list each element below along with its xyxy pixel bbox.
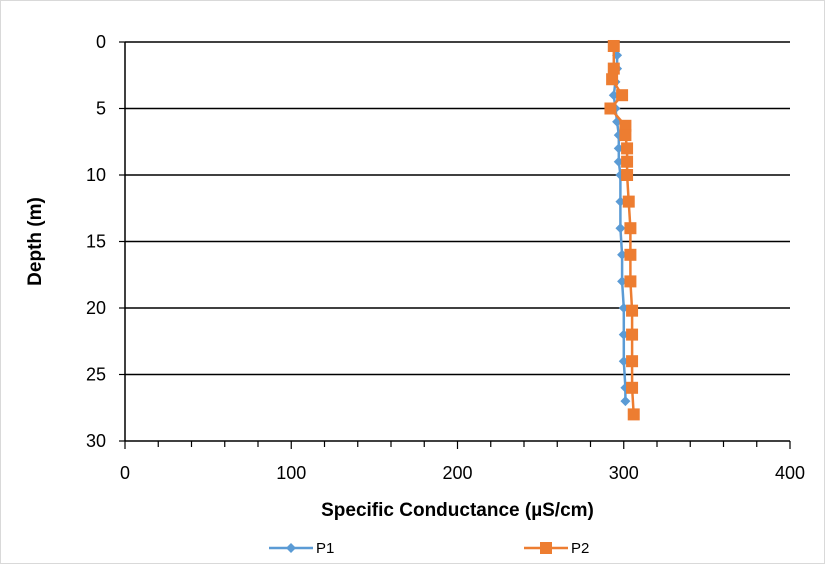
- y-tick-label-0: 0: [96, 32, 106, 52]
- x-axis-title: Specific Conductance (µS/cm): [321, 500, 594, 521]
- y-tick-label-6: 30: [86, 431, 106, 451]
- gridlines: [125, 41, 790, 442]
- data-point-p2-15: [626, 328, 639, 341]
- legend-label-p2: P2: [571, 540, 589, 557]
- y-axis-title: Depth (m): [25, 197, 46, 286]
- x-tick-label-1: 100: [276, 463, 306, 483]
- x-tick-label-0: 0: [120, 463, 130, 483]
- data-point-p2-8: [621, 155, 634, 168]
- legend-item-p1: P1: [269, 540, 334, 557]
- axes: [119, 41, 791, 449]
- legend: P1 P2: [269, 540, 589, 557]
- y-tick-label-4: 20: [86, 298, 106, 318]
- y-tick-label-5: 25: [86, 365, 106, 385]
- data-point-p2-3: [616, 89, 629, 102]
- legend-marker-p1: [286, 543, 296, 553]
- x-tick-label-2: 200: [442, 463, 472, 483]
- data-point-p2-2: [606, 73, 619, 86]
- data-point-p2-4: [604, 102, 617, 115]
- data-point-p2-12: [624, 248, 637, 261]
- data-point-p1-11: [615, 223, 626, 234]
- series-layer: [604, 39, 640, 421]
- data-point-p2-9: [621, 169, 634, 181]
- data-point-p2-6: [619, 129, 632, 142]
- data-point-p2-7: [621, 142, 634, 155]
- y-tick-label-1: 5: [96, 99, 106, 119]
- y-tick-label-2: 10: [86, 165, 106, 185]
- data-point-p2-18: [627, 408, 640, 421]
- data-point-p2-17: [626, 381, 639, 394]
- x-tick-label-4: 400: [775, 463, 805, 483]
- legend-label-p1: P1: [316, 540, 334, 557]
- y-tick-label-3: 15: [86, 232, 106, 252]
- legend-item-p2: P2: [524, 540, 589, 557]
- data-point-p2-5: [619, 119, 632, 132]
- data-point-p2-13: [624, 275, 637, 288]
- series-p2: [604, 39, 640, 421]
- data-point-p2-11: [624, 222, 637, 235]
- x-tick-label-3: 300: [609, 463, 639, 483]
- data-point-p2-10: [622, 195, 635, 208]
- data-point-p1-18: [620, 396, 631, 407]
- data-point-p2-0: [607, 39, 620, 52]
- data-point-p2-1: [607, 62, 620, 75]
- legend-marker-p2: [540, 542, 552, 554]
- data-point-p2-14: [626, 304, 639, 317]
- data-point-p2-16: [626, 355, 639, 368]
